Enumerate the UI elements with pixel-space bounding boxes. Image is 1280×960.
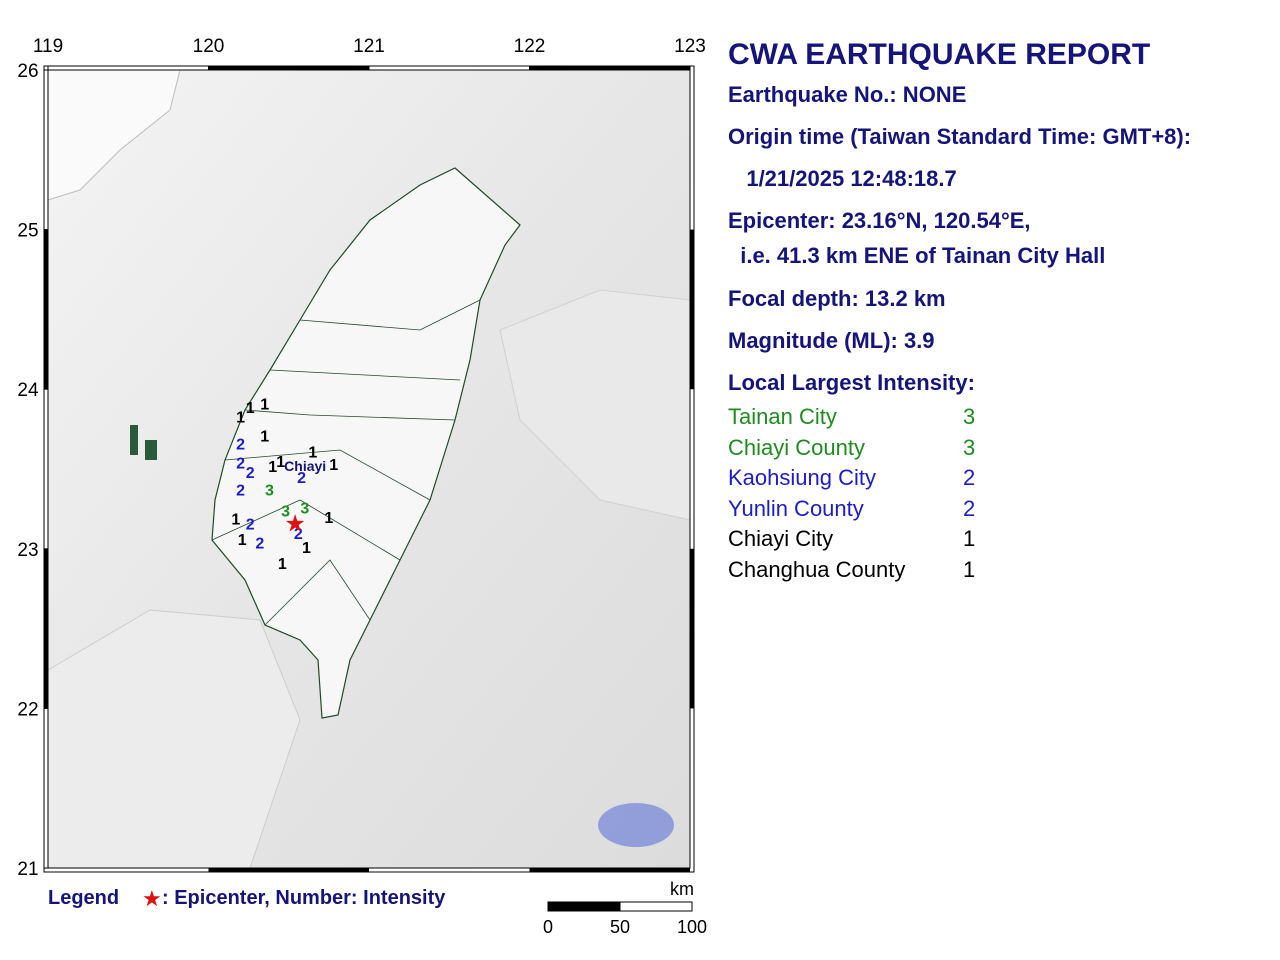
report-line: Earthquake No.: NONE <box>728 82 967 107</box>
region-intensity: 1 <box>963 557 976 582</box>
report-line: Origin time (Taiwan Standard Time: GMT+8… <box>728 124 1192 149</box>
station-intensity: 1 <box>236 409 245 426</box>
frame-bar <box>690 548 694 709</box>
region-name: Changhua County <box>728 557 906 582</box>
report-line: Focal depth: 13.2 km <box>728 286 946 311</box>
taiwan-outline <box>211 167 521 719</box>
scale-tick-label: 0 <box>543 917 553 937</box>
station-intensity: 1 <box>302 540 311 557</box>
station-intensity: 1 <box>260 397 269 414</box>
region-name: Yunlin County <box>728 495 864 521</box>
lat-tick-label: 24 <box>17 380 39 401</box>
station-intensity: 1 <box>268 459 277 476</box>
station-intensity: 1 <box>246 400 255 417</box>
scale-segment <box>619 901 693 912</box>
station-intensity: 2 <box>294 526 303 543</box>
report-line: Magnitude (ML): 3.9 <box>728 328 935 353</box>
station-intensity: 2 <box>236 483 245 500</box>
lat-tick-label: 22 <box>17 699 38 720</box>
frame-bar <box>529 66 690 70</box>
report-line: Epicenter: 23.16°N, 120.54°E, <box>728 208 1031 233</box>
report-line: Local Largest Intensity: <box>728 370 975 395</box>
penghu-islands <box>130 425 157 460</box>
station-intensity: 2 <box>236 436 245 453</box>
station-intensity: 3 <box>300 500 309 517</box>
epicenter-star: ★ <box>284 510 306 537</box>
region-intensity: 2 <box>963 465 976 491</box>
island <box>130 425 138 455</box>
region-name: Kaohsiung City <box>728 465 876 491</box>
station-intensity: 1 <box>324 510 333 527</box>
region-intensity: 3 <box>963 434 976 460</box>
region-intensity: 1 <box>963 526 976 552</box>
frame-bar <box>44 229 48 390</box>
station-intensity: 2 <box>246 465 255 482</box>
station-intensity: 1 <box>231 511 240 528</box>
station-intensity: 2 <box>255 535 264 552</box>
station-intensity: 1 <box>260 428 269 445</box>
report-line: 1/21/2025 12:48:18.7 <box>728 166 957 191</box>
scale-tick-label: 100 <box>677 917 707 937</box>
lat-tick-label: 26 <box>17 61 38 82</box>
station-intensity: 1 <box>329 457 338 474</box>
legend-text: : Epicenter, Number: Intensity <box>162 887 446 909</box>
lon-tick-label: 121 <box>353 36 385 57</box>
frame-bar <box>208 868 369 872</box>
region-intensity: 2 <box>963 495 976 521</box>
region-intensity: 3 <box>963 404 976 429</box>
seafloor-relief <box>47 609 301 869</box>
station-intensity: 2 <box>246 516 255 533</box>
lat-tick-label: 21 <box>17 859 38 880</box>
station-intensity: 3 <box>265 483 274 500</box>
lat-tick-label: 23 <box>17 540 38 561</box>
report-line: i.e. 41.3 km ENE of Tainan City Hall <box>728 243 1106 268</box>
cwa-logo <box>598 803 674 847</box>
lon-tick-label: 120 <box>193 36 225 57</box>
region-name: Chiayi County <box>728 434 865 460</box>
legend-star: ★ <box>142 886 162 911</box>
lon-tick-label: 123 <box>674 36 706 57</box>
frame-bar <box>208 66 369 70</box>
scale-unit: km <box>670 879 694 899</box>
region-name: Chiayi City <box>728 526 834 552</box>
island <box>145 440 157 460</box>
legend-label: Legend <box>48 887 119 909</box>
scale-segment <box>547 901 621 912</box>
frame-bar <box>529 868 690 872</box>
scale-bar: 0 50 100 <box>543 901 707 937</box>
station-intensity: 1 <box>276 454 285 471</box>
station-intensity: 2 <box>236 456 245 473</box>
scale-tick-label: 50 <box>610 917 630 937</box>
station-intensity: 3 <box>281 503 290 520</box>
report-title: CWA EARTHQUAKE REPORT <box>728 38 1151 71</box>
lat-tick-label: 25 <box>17 221 38 242</box>
region-name: Tainan City <box>728 404 837 429</box>
county-borders <box>211 299 481 626</box>
lon-tick-label: 119 <box>33 36 63 57</box>
station-intensity: 2 <box>297 470 306 487</box>
city-label: Chiayi <box>284 458 326 474</box>
station-intensity: 1 <box>238 532 247 549</box>
lon-tick-label: 122 <box>514 36 546 57</box>
station-intensity: 1 <box>278 556 287 573</box>
frame-bar <box>44 548 48 709</box>
frame-bar <box>690 229 694 390</box>
station-intensity: 1 <box>308 444 317 461</box>
